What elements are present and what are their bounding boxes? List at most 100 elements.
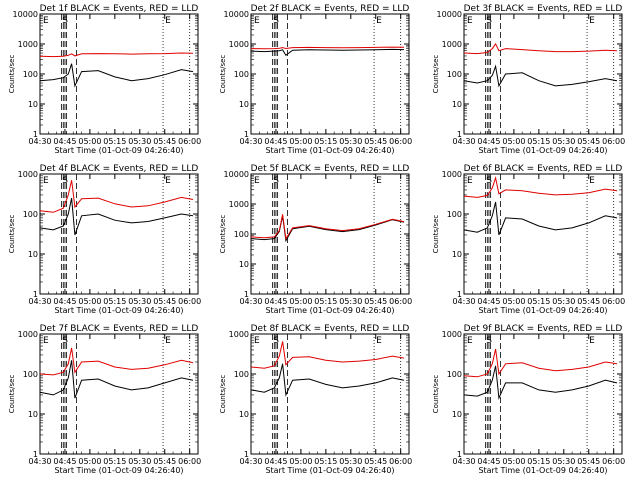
x-tick-label: 04:30	[239, 137, 262, 146]
x-tick-label: 04:30	[239, 297, 262, 306]
series-events-line	[39, 197, 194, 236]
series-lld-line	[39, 347, 194, 376]
y-tick-label: 1000	[229, 330, 249, 339]
plot-frame	[250, 13, 410, 135]
marker-s: S	[273, 176, 279, 186]
x-tick-label: 05:30	[128, 137, 151, 146]
x-axis-label: Start Time (01-Oct-09 04:26:40)	[54, 306, 183, 315]
y-tick-label: 10	[239, 260, 249, 269]
series-events-line	[250, 363, 405, 397]
x-tick-label: 05:15	[314, 297, 337, 306]
marker-e-left: E	[467, 16, 473, 26]
series-lld-line	[39, 52, 194, 58]
y-axis-label: Counts/sec	[432, 215, 440, 254]
x-tick-label: 05:15	[103, 297, 126, 306]
y-tick-label: 100	[234, 70, 249, 79]
y-tick-label: 100	[234, 370, 249, 379]
marker-s: S	[486, 336, 492, 346]
panel-det-2: Det 2f BLACK = Events, RED = LLD 1 10 100 10…	[219, 4, 412, 155]
y-axis-label: Counts/sec	[8, 215, 16, 254]
y-tick-label: 1	[457, 290, 462, 299]
series-events-line	[39, 360, 194, 399]
x-tick-label: 05:45	[577, 137, 600, 146]
panel-title: Det 4f BLACK = Events, RED = LLD	[40, 164, 199, 174]
x-tick-label: 05:30	[339, 457, 362, 466]
x-tick-label: 05:00	[78, 297, 101, 306]
y-tick-label: 10	[28, 250, 38, 259]
panel-det-3: Det 3f BLACK = Events, RED = LLD 1 10 100 10…	[432, 4, 625, 155]
x-tick-label: 04:45	[264, 297, 287, 306]
x-tick-label: 05:15	[103, 137, 126, 146]
y-tick-label: 100	[23, 370, 38, 379]
y-tick-label: 1000	[18, 40, 38, 49]
marker-e-left: E	[254, 16, 260, 26]
y-tick-label: 1	[33, 290, 38, 299]
y-tick-label: 100	[447, 370, 462, 379]
x-tick-label: 05:45	[577, 457, 600, 466]
y-tick-label: 1	[457, 450, 462, 459]
y-tick-label: 1	[457, 130, 462, 139]
marker-s: S	[62, 336, 68, 346]
marker-e-right: E	[165, 176, 171, 186]
x-tick-label: 05:15	[103, 457, 126, 466]
plot-frame	[39, 13, 199, 135]
x-tick-label: 04:45	[477, 297, 500, 306]
panel-det-8: Det 8f BLACK = Events, RED = LLD 1 10 100 10…	[219, 324, 412, 475]
y-tick-label: 10	[452, 410, 462, 419]
x-tick-label: 04:45	[53, 457, 76, 466]
y-tick-label: 10	[239, 100, 249, 109]
y-tick-label: 1000	[229, 40, 249, 49]
marker-s: S	[486, 176, 492, 186]
panel-title: Det 5f BLACK = Events, RED = LLD	[251, 164, 410, 174]
series-lld-line	[463, 348, 618, 378]
x-axis-label: Start Time (01-Oct-09 04:26:40)	[265, 306, 394, 315]
x-tick-label: 05:15	[314, 457, 337, 466]
x-tick-label: 05:45	[364, 137, 387, 146]
marker-e-left: E	[254, 176, 260, 186]
marker-s: S	[62, 16, 68, 26]
y-axis-label: Counts/sec	[432, 55, 440, 94]
panel-det-7: Det 7f BLACK = Events, RED = LLD 1 10 100 10…	[8, 324, 201, 475]
panel-det-6: Det 6f BLACK = Events, RED = LLD 1 10 100 10…	[432, 164, 625, 315]
marker-e-left: E	[43, 16, 49, 26]
marker-e-right: E	[376, 176, 382, 186]
x-tick-label: 05:00	[502, 457, 525, 466]
x-tick-label: 04:45	[53, 297, 76, 306]
x-tick-label: 05:30	[128, 457, 151, 466]
y-tick-label: 100	[234, 230, 249, 239]
x-tick-label: 04:30	[28, 137, 51, 146]
y-tick-label: 1	[244, 450, 249, 459]
panel-det-9: Det 9f BLACK = Events, RED = LLD 1 10 100 10…	[432, 324, 625, 475]
panel-det-1: Det 1f BLACK = Events, RED = LLD 1 10 100 10…	[8, 4, 201, 155]
x-tick-label: 04:30	[239, 457, 262, 466]
x-tick-label: 05:30	[552, 457, 575, 466]
y-tick-label: 1000	[18, 170, 38, 179]
y-tick-label: 10	[452, 250, 462, 259]
x-tick-label: 04:45	[264, 137, 287, 146]
marker-e-right: E	[589, 16, 595, 26]
y-tick-label: 1000	[442, 330, 462, 339]
marker-e-left: E	[254, 336, 260, 346]
x-axis-label: Start Time (01-Oct-09 04:26:40)	[54, 146, 183, 155]
x-tick-label: 04:30	[28, 297, 51, 306]
y-tick-label: 1000	[229, 200, 249, 209]
x-tick-label: 05:15	[314, 137, 337, 146]
marker-s: S	[273, 336, 279, 346]
x-tick-label: 04:45	[477, 457, 500, 466]
marker-e-left: E	[43, 176, 49, 186]
plot-frame	[250, 333, 410, 455]
x-tick-label: 05:45	[153, 297, 176, 306]
x-tick-label: 05:15	[527, 457, 550, 466]
series-events-line	[250, 215, 405, 243]
y-tick-label: 1000	[442, 170, 462, 179]
y-axis-label: Counts/sec	[219, 215, 227, 254]
x-axis-label: Start Time (01-Oct-09 04:26:40)	[54, 466, 183, 475]
x-axis-label: Start Time (01-Oct-09 04:26:40)	[265, 466, 394, 475]
series-lld-line	[250, 46, 405, 50]
x-tick-label: 04:30	[452, 137, 475, 146]
marker-s: S	[62, 176, 68, 186]
x-tick-label: 06:00	[389, 137, 412, 146]
y-tick-label: 1000	[442, 40, 462, 49]
y-tick-label: 100	[447, 70, 462, 79]
